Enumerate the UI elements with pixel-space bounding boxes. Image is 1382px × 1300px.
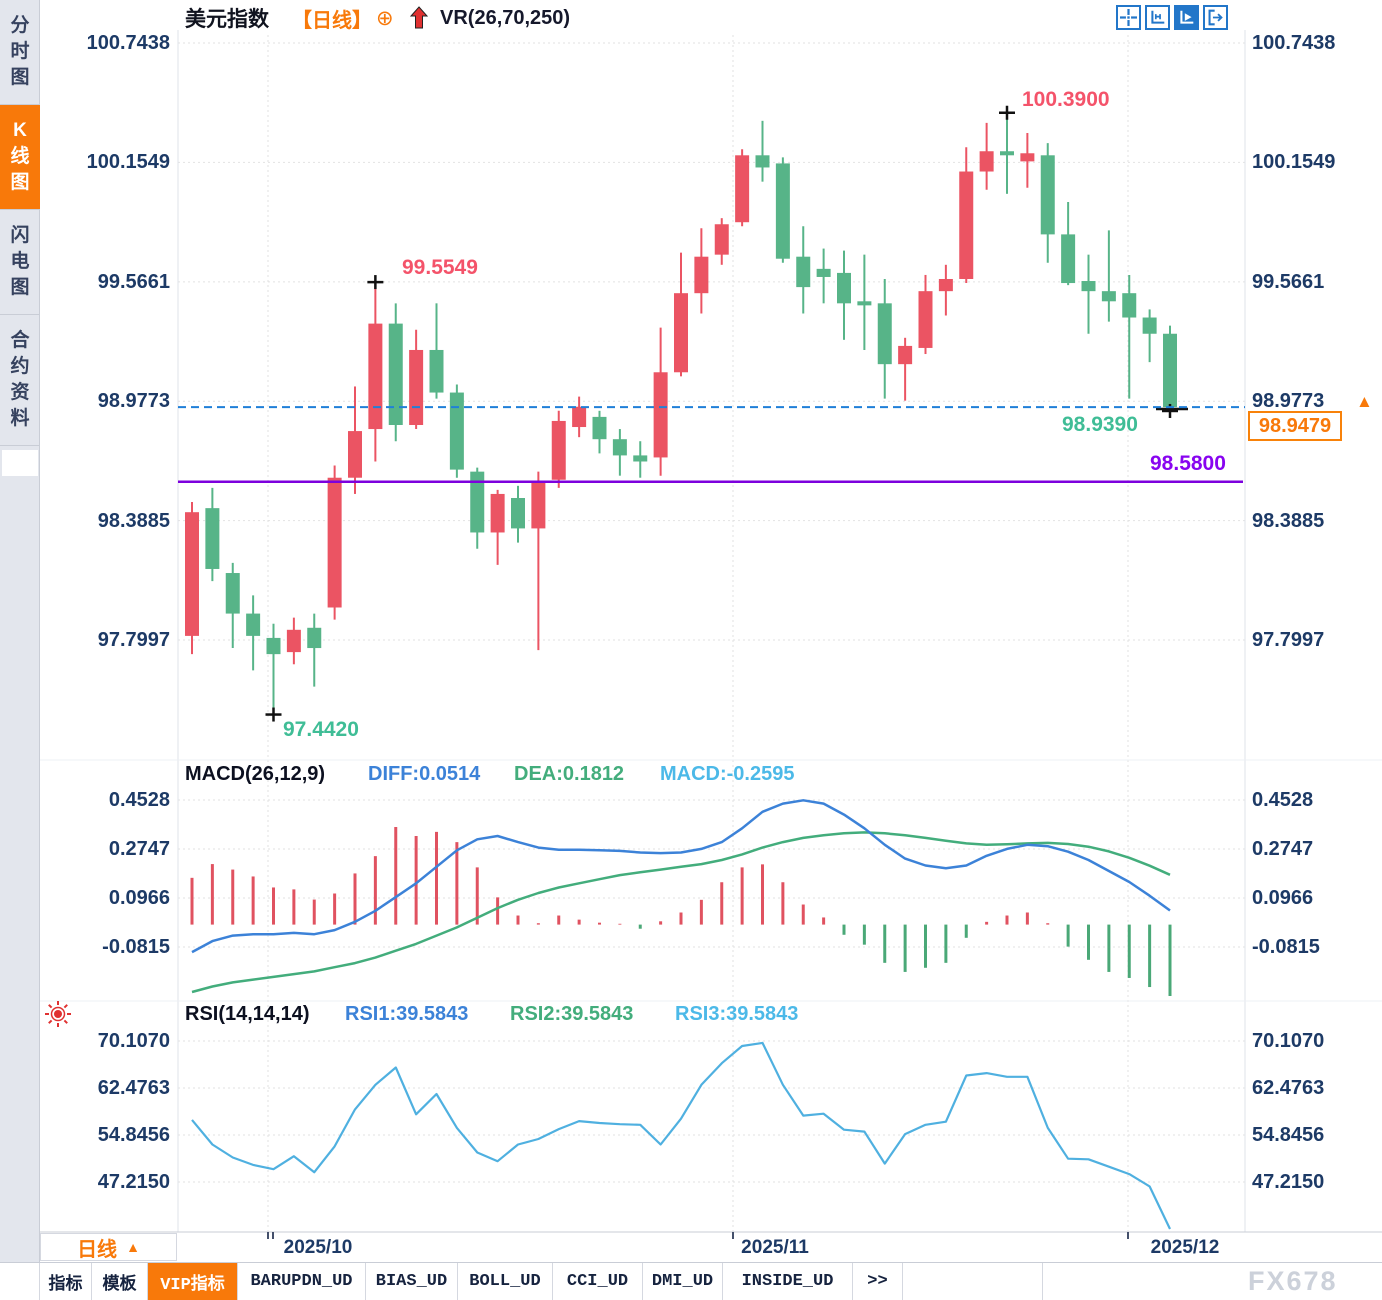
last-low-annotation: 98.9390 (1062, 413, 1138, 436)
rsi1-value: RSI1:39.5843 (345, 1003, 469, 1025)
y-axis-label: 0.2747 (108, 838, 170, 861)
signal-up-arrow-icon (408, 5, 430, 31)
vr-indicator-label[interactable]: VR(26,70,250) (440, 6, 571, 29)
y-axis-label: 54.8456 (97, 1124, 170, 1146)
rsi3-value: RSI3:39.5843 (675, 1003, 799, 1025)
y-axis-label: 62.4763 (1252, 1077, 1325, 1099)
y-axis-label: 100.7438 (86, 32, 170, 54)
indicator-tab-[interactable]: 指标 (40, 1263, 92, 1300)
y-axis-label: 99.5661 (97, 270, 170, 293)
x-axis-label: 2025/12 (1150, 1237, 1220, 1258)
y-axis-label: 99.5661 (1252, 270, 1325, 293)
y-axis-label: 54.8456 (1252, 1124, 1325, 1146)
chart-canvas[interactable] (0, 0, 1382, 1262)
indicator-tab-[interactable]: 模板 (92, 1263, 148, 1300)
sidebar-item-2[interactable]: 闪电图 (0, 210, 40, 315)
timeframe-label: 日线 (77, 1238, 118, 1261)
indicator-tab-BIAS_UD[interactable]: BIAS_UD (366, 1263, 458, 1300)
crosshair-icon[interactable] (1116, 5, 1141, 30)
price-up-arrow-icon: ▲ (1356, 392, 1373, 411)
macd-diff-value: DIFF:0.0514 (368, 763, 481, 785)
y-axis-label: 100.1549 (1252, 151, 1336, 174)
x-axis-label: 2025/11 (741, 1237, 809, 1258)
indicator-tab-DMI_UD[interactable]: DMI_UD (643, 1263, 723, 1300)
sidebar-blank-slot (1, 450, 38, 476)
y-axis-label: 100.7438 (1252, 32, 1336, 54)
indicator-tab-BARUPDN_UD[interactable]: BARUPDN_UD (238, 1263, 366, 1300)
y-axis-label: 70.1070 (97, 1030, 170, 1052)
triangle-up-icon: ▲ (126, 1239, 140, 1255)
support-line-label: 98.5800 (1150, 452, 1226, 475)
exit-right-icon[interactable] (1203, 5, 1228, 30)
swing-high-annotation: 99.5549 (402, 256, 478, 279)
rsi-title: RSI(14,14,14) (185, 1003, 310, 1025)
y-axis-label: 0.2747 (1252, 838, 1314, 861)
sidebar-item-3[interactable]: 合约资料 (0, 315, 40, 446)
indicator-tab-INSIDE_UD[interactable]: INSIDE_UD (723, 1263, 853, 1300)
low-price-annotation: 97.4420 (283, 718, 359, 741)
y-axis-label: 98.9773 (1252, 390, 1325, 413)
axis-scale-icon[interactable] (1145, 5, 1170, 30)
sidebar-item-0[interactable]: 分时图 (0, 0, 40, 105)
y-axis-label: 0.4528 (108, 789, 170, 812)
high-price-annotation: 100.3900 (1022, 88, 1110, 111)
x-axis-label: 2025/10 (283, 1237, 353, 1258)
indicator-tab-bar: 指标 模板 VIP指标 BARUPDN_UD BIAS_UD BOLL_UD CCI_UD D… (0, 1262, 1382, 1300)
y-axis-label: 0.0966 (1252, 887, 1314, 910)
rsi2-value: RSI2:39.5843 (510, 1003, 634, 1025)
y-axis-label: -0.0815 (102, 936, 170, 959)
indicator-tab-BOLL_UD[interactable]: BOLL_UD (458, 1263, 553, 1300)
y-axis-label: -0.0815 (1252, 936, 1320, 959)
chart-toolbar (1116, 5, 1228, 30)
period-label[interactable]: 【日线】 (292, 9, 372, 32)
y-axis-label: 97.7997 (97, 629, 170, 651)
y-axis-label: 0.4528 (1252, 789, 1314, 812)
y-axis-label: 62.4763 (97, 1077, 170, 1099)
indicator-tab->>[interactable]: >> (853, 1263, 903, 1300)
circle-plus-icon[interactable]: ⊕ (376, 6, 394, 30)
axis-play-icon[interactable] (1174, 5, 1199, 30)
macd-title: MACD(26,12,9) (185, 763, 326, 785)
y-axis-label: 98.3885 (97, 509, 170, 532)
y-axis-label: 98.3885 (1252, 509, 1325, 532)
last-price-box: 98.9479 (1248, 411, 1342, 441)
indicator-tab-VIP[interactable]: VIP指标 (148, 1263, 238, 1300)
instrument-title: 美元指数 (185, 8, 269, 31)
y-axis-label: 47.2150 (1252, 1171, 1325, 1193)
y-axis-label: 97.7997 (1252, 629, 1325, 651)
bottom-bar-corner (0, 1263, 40, 1300)
indicator-tab-CCI_UD[interactable]: CCI_UD (553, 1263, 643, 1300)
watermark: FX678 (1248, 1266, 1338, 1296)
timeframe-selector[interactable]: 日线 ▲ (40, 1233, 177, 1261)
indicator-tab-empty (903, 1263, 1043, 1300)
macd-value: MACD:-0.2595 (660, 763, 795, 785)
y-axis-label: 98.9773 (97, 390, 170, 413)
y-axis-label: 70.1070 (1252, 1030, 1325, 1052)
indicator-settings-icon[interactable] (44, 1000, 72, 1033)
y-axis-label: 100.1549 (86, 151, 170, 174)
y-axis-label: 0.0966 (108, 887, 170, 910)
y-axis-label: 47.2150 (97, 1171, 170, 1193)
macd-dea-value: DEA:0.1812 (514, 763, 625, 785)
